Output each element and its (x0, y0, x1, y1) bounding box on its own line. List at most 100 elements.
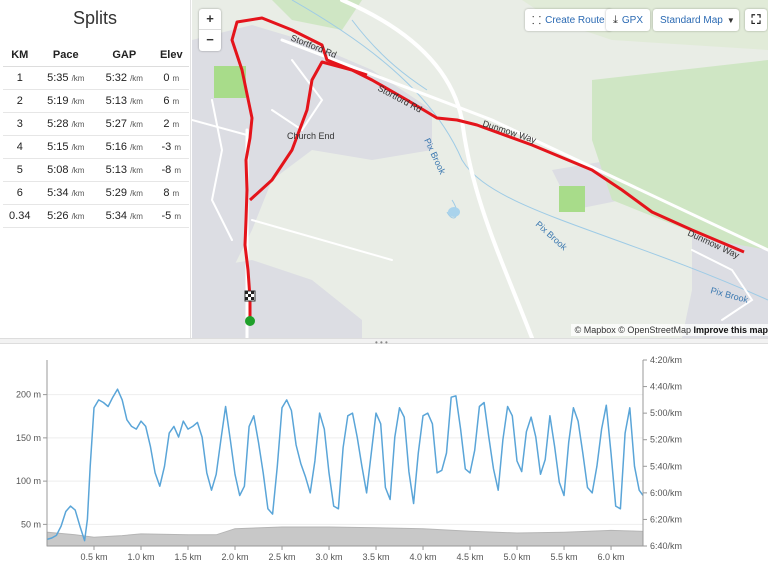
gpx-download-button[interactable]: ⤓ GPX (606, 9, 650, 31)
pace-elevation-chart: 50 m 100 m 150 m 200 m 4:20/km 4:40/km 5:00/k… (16, 355, 682, 562)
label-pix-brook-2: Pix Brook (534, 219, 570, 253)
finish-flag-pattern (245, 291, 254, 300)
split-pace: 5:28 /km (36, 112, 96, 136)
y-right-tick-label: 5:20/km (650, 435, 682, 445)
split-elev-unit: m (174, 142, 182, 152)
split-elev-value: -5 (161, 209, 172, 222)
zoom-out-button[interactable]: − (206, 32, 214, 47)
split-km: 4 (3, 135, 37, 159)
start-marker-icon (245, 316, 255, 326)
split-pace: 5:34 /km (36, 181, 96, 205)
split-row: 2 5:19 /km 5:13 /km 6 m (3, 89, 189, 113)
split-gap: 5:13 /km (95, 158, 154, 182)
split-pace: 5:35 /km (36, 66, 96, 90)
y-right-tick-label: 5:00/km (650, 408, 682, 418)
split-elev-value: -8 (161, 163, 172, 176)
x-axis: 0.5 km 1.0 km 1.5 km 2.0 km 2.5 km 3.0 km 3.5 … (47, 545, 643, 562)
x-tick-label: 5.0 km (504, 552, 531, 562)
split-pace-unit: /km (71, 73, 85, 83)
split-elev: 2 m (153, 112, 189, 136)
split-row: 3 5:28 /km 5:27 /km 2 m (3, 112, 189, 136)
map-canvas[interactable]: Stortford Rd Stortford Rd Church End Pix… (192, 0, 768, 338)
split-km: 6 (3, 181, 37, 205)
split-row: 6 5:34 /km 5:29 /km 8 m (3, 181, 189, 205)
split-gap: 5:32 /km (95, 66, 154, 90)
y-right-tick-label: 5:40/km (650, 461, 682, 471)
split-gap: 5:29 /km (95, 181, 154, 205)
split-pace-value: 5:34 (47, 186, 69, 199)
split-gap-value: 5:13 (105, 163, 128, 176)
y-right-tick-label: 6:00/km (650, 488, 682, 498)
route-line (230, 16, 745, 322)
fullscreen-button[interactable]: ⛶ (745, 9, 767, 31)
splits-body: 1 5:35 /km 5:32 /km 0 m 2 5:19 /km 5:13 /km 6 m… (3, 66, 189, 228)
splits-table: KM Pace GAP Elev 1 5:35 /km 5:32 /km 0 m 2 5:… (3, 44, 189, 228)
split-pace-value: 5:26 (47, 209, 69, 222)
route-icon: ⸬ (532, 14, 542, 27)
split-gap-value: 5:34 (105, 209, 128, 222)
map-style-label: Standard Map (660, 14, 723, 26)
split-km: 1 (3, 66, 37, 90)
split-km-value: 4 (16, 140, 23, 153)
panel-resizer[interactable]: • • • (0, 338, 768, 347)
x-tick-label: 1.5 km (175, 552, 202, 562)
split-gap-unit: /km (130, 211, 143, 221)
label-way-1: Dunmow Way (481, 118, 538, 145)
split-elev-unit: m (172, 119, 180, 129)
elevation-area (46, 526, 644, 547)
split-row: 4 5:15 /km 5:16 /km -3 m (3, 135, 189, 159)
attribution-improve[interactable]: Improve this map (693, 325, 768, 335)
split-gap-unit: /km (130, 142, 143, 152)
split-gap-unit: /km (130, 188, 143, 198)
split-pace-value: 5:19 (47, 94, 69, 107)
split-pace-unit: /km (71, 142, 85, 152)
attribution-osm[interactable]: © OpenStreetMap (618, 325, 691, 335)
y-axis-right: 4:20/km 4:40/km 5:00/km 5:20/km 5:40/km 6:00/… (642, 355, 682, 551)
split-elev-value: -3 (161, 140, 172, 153)
x-tick-label: 4.5 km (457, 552, 484, 562)
split-pace: 5:15 /km (36, 135, 96, 159)
split-elev-value: 2 (163, 117, 170, 130)
split-row: 5 5:08 /km 5:13 /km -8 m (3, 158, 189, 182)
split-row: 0.34 5:26 /km 5:34 /km -5 m (3, 204, 189, 228)
split-pace-value: 5:15 (47, 140, 69, 153)
split-pace: 5:08 /km (36, 158, 96, 182)
split-elev: 6 m (153, 89, 189, 113)
split-km: 0.34 (3, 204, 37, 228)
download-icon: ⤓ (613, 13, 618, 26)
x-tick-label: 0.5 km (80, 552, 107, 562)
label-church-end: Church End (287, 131, 335, 141)
fullscreen-icon: ⛶ (751, 12, 761, 27)
x-tick-label: 5.5 km (551, 552, 578, 562)
route-map[interactable]: Stortford Rd Stortford Rd Church End Pix… (192, 0, 768, 338)
x-tick-label: 4.0 km (410, 552, 437, 562)
split-gap-value: 5:27 (105, 117, 128, 130)
pond (448, 207, 460, 217)
x-tick-label: 2.5 km (269, 552, 296, 562)
split-row: 1 5:35 /km 5:32 /km 0 m (3, 66, 189, 90)
x-tick-label: 6.0 km (598, 552, 625, 562)
split-pace-unit: /km (71, 119, 85, 129)
attribution-mapbox[interactable]: © Mapbox (574, 325, 616, 335)
split-gap-value: 5:13 (105, 94, 128, 107)
split-pace: 5:19 /km (36, 89, 96, 113)
map-attribution: © Mapbox © OpenStreetMap Improve this ma… (570, 324, 768, 336)
split-km-value: 5 (16, 163, 23, 176)
split-km: 5 (3, 158, 37, 182)
x-tick-label: 1.0 km (127, 552, 154, 562)
split-pace-value: 5:08 (47, 163, 69, 176)
header-pace: Pace (36, 44, 96, 67)
create-route-label: Create Route (545, 14, 605, 26)
map-style-select[interactable]: Standard Map ▼ (653, 9, 739, 31)
create-route-button[interactable]: ⸬ Create Route (525, 9, 612, 31)
split-gap-unit: /km (130, 119, 143, 129)
split-elev-unit: m (174, 211, 182, 221)
zoom-in-button[interactable]: + (199, 9, 221, 30)
splits-header-row: KM Pace GAP Elev (3, 44, 189, 67)
split-km-value: 3 (16, 117, 23, 130)
zoom-control: + − (199, 9, 221, 51)
split-pace-value: 5:28 (47, 117, 69, 130)
split-pace-unit: /km (71, 211, 85, 221)
x-tick-label: 3.0 km (316, 552, 343, 562)
split-pace-unit: /km (71, 165, 85, 175)
